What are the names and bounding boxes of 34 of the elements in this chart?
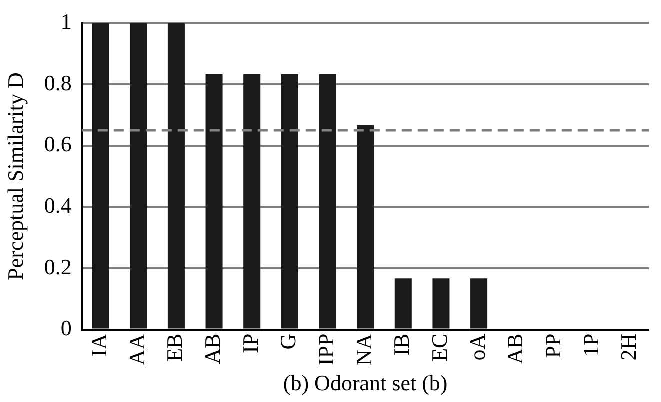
bar — [394, 278, 412, 329]
bar — [206, 74, 223, 329]
bar — [357, 125, 374, 329]
y-tick-label: 0.4 — [44, 192, 72, 218]
x-tick-label: EB — [162, 334, 188, 362]
x-tick-label: G — [276, 334, 301, 350]
x-tick-label: NA — [351, 334, 376, 366]
x-axis-title: (b) Odorant set (b) — [283, 370, 448, 396]
x-tick-label: oA — [464, 334, 490, 361]
y-tick-label: 0 — [60, 316, 72, 341]
bar — [281, 74, 298, 329]
bar — [470, 278, 488, 329]
x-tick-label: IP — [238, 334, 263, 354]
bar — [130, 23, 148, 329]
x-tick-label: IB — [389, 334, 414, 356]
bar — [244, 74, 261, 329]
x-tick-label: 2H — [616, 334, 642, 361]
bar — [432, 278, 450, 329]
x-tick-label: EC — [427, 334, 452, 362]
y-axis-title: Perceptual Similarity D — [2, 72, 28, 280]
y-tick-label: 1 — [60, 8, 72, 34]
x-tick-label: IPP — [314, 334, 339, 366]
y-tick-label: 0.2 — [44, 254, 72, 280]
x-tick-label: 1P — [578, 334, 604, 358]
x-tick-label: AA — [124, 334, 150, 366]
bar — [168, 23, 185, 329]
bar — [319, 74, 336, 329]
x-tick-label: IA — [86, 334, 112, 358]
x-tick-label: AB — [200, 334, 226, 364]
x-tick-label: AB — [502, 334, 528, 364]
bar — [92, 23, 110, 329]
y-tick-label: 0.8 — [44, 70, 72, 96]
y-tick-label: 0.6 — [44, 132, 72, 157]
x-tick-label: PP — [540, 334, 566, 358]
